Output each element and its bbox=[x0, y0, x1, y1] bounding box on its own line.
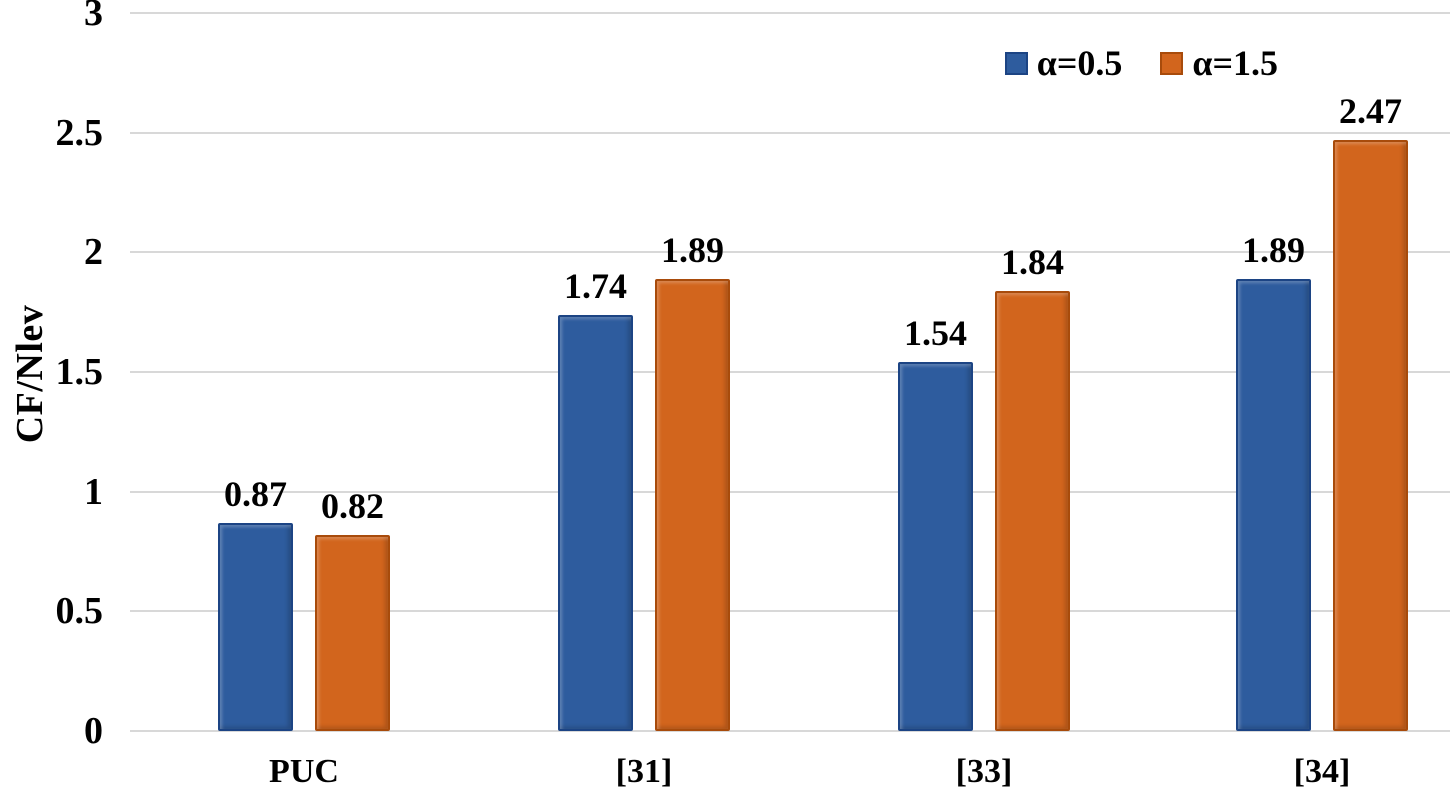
y-tick-label: 2 bbox=[84, 231, 103, 274]
gridline bbox=[130, 251, 1450, 254]
legend-label: α=1.5 bbox=[1192, 43, 1278, 83]
legend-item-0: α=0.5 bbox=[1004, 43, 1123, 83]
legend: α=0.5 α=1.5 bbox=[1004, 43, 1278, 83]
y-tick-label: 0 bbox=[84, 710, 103, 752]
legend-label: α=0.5 bbox=[1036, 43, 1123, 83]
gridline bbox=[130, 131, 1450, 134]
y-tick-label: 0.5 bbox=[55, 590, 104, 633]
y-tick-label: 3 bbox=[84, 0, 103, 34]
x-tick-label: [34] bbox=[1293, 753, 1351, 790]
bar-value-label: 1.89 bbox=[661, 229, 724, 270]
legend-item-1: α=1.5 bbox=[1160, 44, 1278, 82]
bar-series-0-33 bbox=[898, 362, 973, 731]
bar-series-1-31 bbox=[655, 278, 730, 731]
bar-value-label: 1.89 bbox=[1242, 229, 1305, 270]
bar-series-0-34 bbox=[1236, 278, 1311, 731]
gridline bbox=[130, 12, 1450, 14]
bar-value-label: 1.74 bbox=[564, 265, 627, 306]
bar-series-1-34 bbox=[1333, 139, 1408, 731]
y-tick-label: 1.5 bbox=[55, 351, 104, 393]
bar-series-1-puc bbox=[315, 534, 390, 731]
gridline bbox=[130, 490, 1450, 493]
x-tick-label: PUC bbox=[269, 753, 339, 790]
y-tick-label: 1 bbox=[84, 470, 103, 513]
x-tick-label: [33] bbox=[955, 753, 1013, 790]
bar-series-0-31 bbox=[558, 314, 633, 731]
legend-swatch-icon bbox=[1160, 51, 1184, 75]
y-tick-label: 2.5 bbox=[55, 111, 104, 154]
bar-series-0-puc bbox=[218, 522, 293, 731]
bar-value-label: 1.54 bbox=[904, 313, 967, 354]
bar-value-label: 0.87 bbox=[224, 473, 287, 514]
x-tick-label: [31] bbox=[615, 753, 673, 790]
bar-series-1-33 bbox=[995, 290, 1070, 731]
gridline bbox=[130, 610, 1450, 613]
gridline bbox=[130, 730, 1450, 732]
gridline bbox=[130, 371, 1450, 373]
legend-swatch-icon bbox=[1004, 51, 1028, 75]
bar-value-label: 2.47 bbox=[1339, 90, 1402, 131]
bar-value-label: 0.82 bbox=[321, 485, 384, 526]
bar-value-label: 1.84 bbox=[1001, 241, 1064, 282]
